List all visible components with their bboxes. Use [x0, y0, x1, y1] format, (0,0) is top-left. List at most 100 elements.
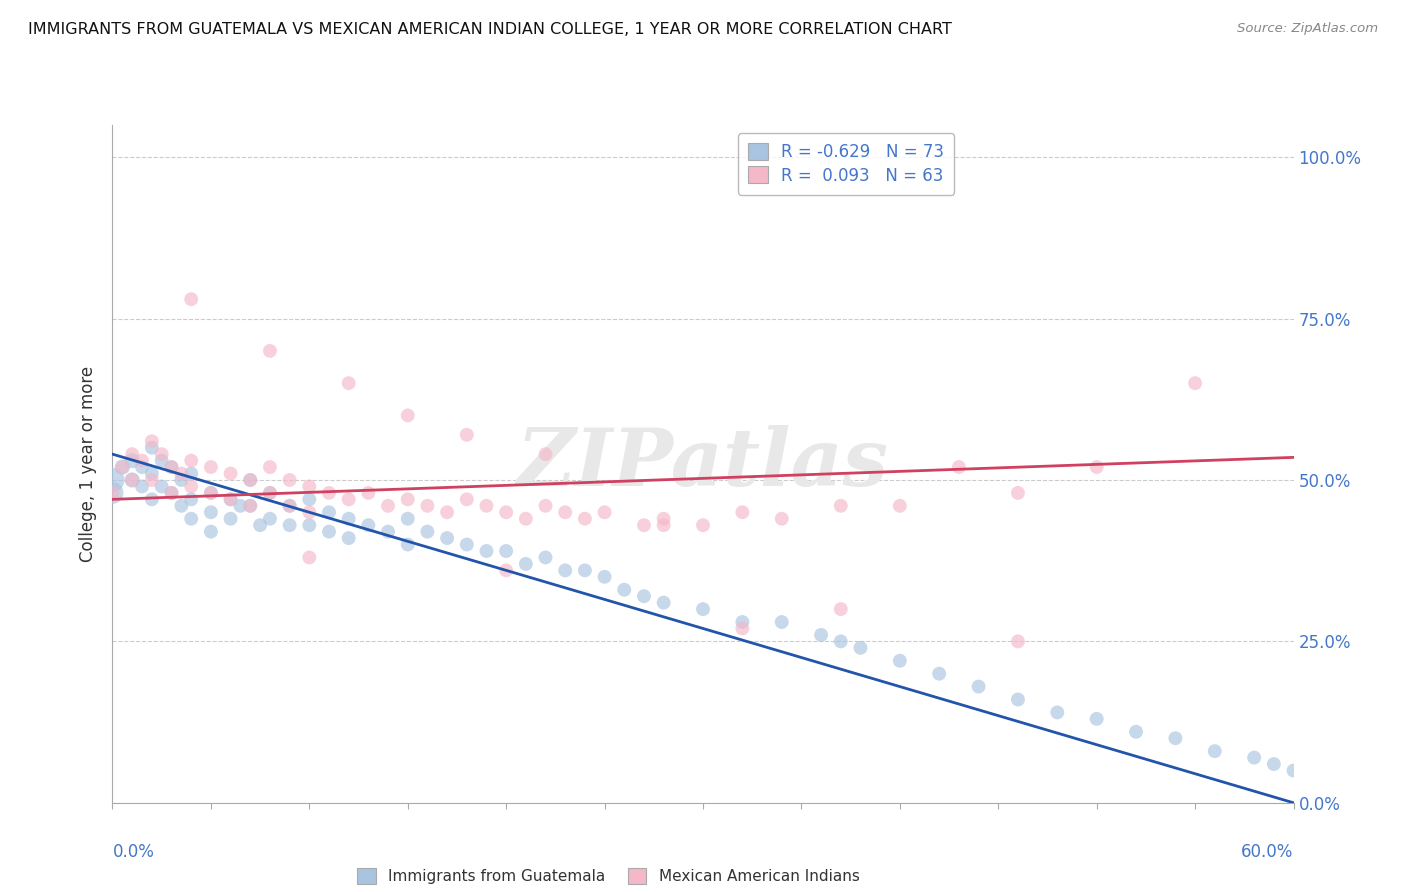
- Point: [131, 479, 153, 493]
- Point: [121, 473, 143, 487]
- Point: [593, 505, 616, 519]
- Point: [160, 486, 183, 500]
- Point: [318, 524, 340, 539]
- Point: [229, 499, 252, 513]
- Y-axis label: College, 1 year or more: College, 1 year or more: [79, 366, 97, 562]
- Point: [160, 460, 183, 475]
- Point: [849, 640, 872, 655]
- Point: [652, 518, 675, 533]
- Point: [259, 486, 281, 500]
- Point: [377, 499, 399, 513]
- Point: [889, 499, 911, 513]
- Point: [298, 550, 321, 565]
- Point: [1125, 724, 1147, 739]
- Point: [121, 473, 143, 487]
- Point: [1085, 712, 1108, 726]
- Point: [396, 409, 419, 423]
- Point: [416, 499, 439, 513]
- Point: [475, 544, 498, 558]
- Point: [1204, 744, 1226, 758]
- Point: [731, 505, 754, 519]
- Point: [278, 473, 301, 487]
- Point: [219, 512, 242, 526]
- Point: [141, 434, 163, 449]
- Point: [830, 634, 852, 648]
- Point: [337, 531, 360, 545]
- Point: [239, 499, 262, 513]
- Point: [278, 499, 301, 513]
- Point: [121, 453, 143, 467]
- Point: [1282, 764, 1305, 778]
- Point: [170, 473, 193, 487]
- Point: [298, 492, 321, 507]
- Point: [534, 550, 557, 565]
- Point: [1007, 634, 1029, 648]
- Point: [574, 563, 596, 577]
- Point: [101, 486, 124, 500]
- Point: [731, 615, 754, 629]
- Point: [150, 447, 173, 461]
- Point: [830, 602, 852, 616]
- Point: [515, 557, 537, 571]
- Point: [180, 479, 202, 493]
- Point: [318, 486, 340, 500]
- Point: [1085, 460, 1108, 475]
- Point: [170, 467, 193, 481]
- Point: [298, 518, 321, 533]
- Point: [200, 524, 222, 539]
- Point: [770, 615, 793, 629]
- Point: [1007, 692, 1029, 706]
- Point: [239, 499, 262, 513]
- Point: [259, 512, 281, 526]
- Point: [249, 518, 271, 533]
- Point: [219, 467, 242, 481]
- Point: [889, 654, 911, 668]
- Point: [633, 589, 655, 603]
- Point: [318, 505, 340, 519]
- Point: [131, 453, 153, 467]
- Point: [652, 596, 675, 610]
- Point: [731, 622, 754, 636]
- Point: [200, 460, 222, 475]
- Point: [298, 479, 321, 493]
- Point: [948, 460, 970, 475]
- Point: [180, 292, 202, 306]
- Point: [278, 518, 301, 533]
- Point: [141, 441, 163, 455]
- Point: [1046, 706, 1069, 720]
- Point: [160, 486, 183, 500]
- Point: [219, 492, 242, 507]
- Point: [770, 512, 793, 526]
- Point: [180, 467, 202, 481]
- Point: [337, 512, 360, 526]
- Point: [131, 460, 153, 475]
- Point: [101, 473, 124, 487]
- Point: [259, 460, 281, 475]
- Point: [396, 512, 419, 526]
- Point: [495, 544, 517, 558]
- Point: [436, 531, 458, 545]
- Point: [613, 582, 636, 597]
- Point: [475, 499, 498, 513]
- Point: [495, 563, 517, 577]
- Point: [416, 524, 439, 539]
- Point: [337, 492, 360, 507]
- Point: [534, 447, 557, 461]
- Point: [170, 499, 193, 513]
- Point: [200, 505, 222, 519]
- Point: [692, 602, 714, 616]
- Point: [1243, 750, 1265, 764]
- Point: [180, 492, 202, 507]
- Point: [515, 512, 537, 526]
- Point: [652, 512, 675, 526]
- Point: [928, 666, 950, 681]
- Point: [1184, 376, 1206, 391]
- Point: [633, 518, 655, 533]
- Point: [141, 492, 163, 507]
- Point: [357, 518, 380, 533]
- Point: [574, 512, 596, 526]
- Point: [396, 492, 419, 507]
- Point: [554, 563, 576, 577]
- Point: [160, 460, 183, 475]
- Text: Source: ZipAtlas.com: Source: ZipAtlas.com: [1237, 22, 1378, 36]
